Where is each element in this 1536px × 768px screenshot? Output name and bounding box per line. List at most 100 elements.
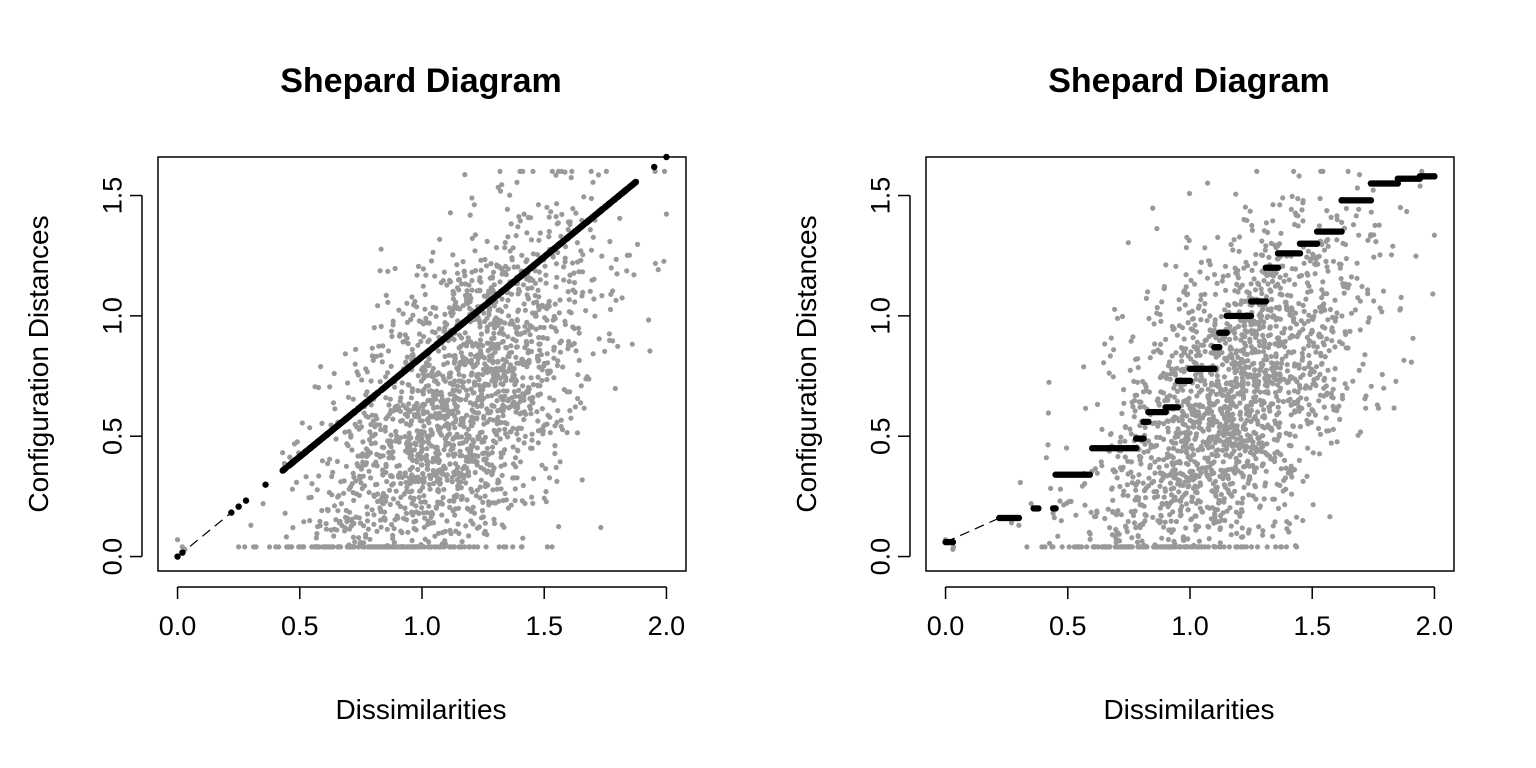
observed-point (464, 292, 470, 298)
observed-point (1277, 482, 1283, 489)
observed-point (1258, 315, 1264, 321)
observed-point (350, 396, 356, 402)
observed-point (1161, 421, 1167, 427)
observed-point (1227, 439, 1233, 445)
observed-point (1294, 334, 1300, 340)
x-axis-label: Dissimilarities (1103, 694, 1274, 725)
observed-point (1334, 217, 1340, 223)
observed-point (1239, 500, 1245, 506)
observed-point (500, 364, 506, 370)
observed-point (283, 534, 289, 540)
observed-point (1312, 412, 1319, 418)
observed-point (1181, 398, 1187, 405)
observed-point (502, 245, 508, 251)
observed-point (1217, 473, 1223, 479)
observed-point (387, 411, 393, 417)
observed-point (1244, 217, 1250, 223)
observed-point (1220, 447, 1226, 453)
observed-point (1193, 361, 1199, 367)
observed-point (1246, 413, 1252, 419)
observed-point (1287, 325, 1293, 331)
observed-point (1207, 313, 1213, 319)
observed-point (485, 393, 491, 399)
observed-point (455, 483, 461, 489)
observed-point (418, 448, 425, 454)
observed-point (420, 283, 426, 289)
plot-frame (157, 156, 687, 572)
observed-point (469, 235, 475, 241)
observed-point (1045, 410, 1051, 416)
observed-point (491, 330, 497, 336)
observed-point (472, 409, 478, 416)
observed-point (495, 477, 501, 483)
observed-point (441, 376, 447, 382)
observed-point (501, 524, 507, 530)
observed-point (513, 233, 519, 239)
observed-point (1282, 299, 1288, 305)
observed-point (1219, 498, 1225, 504)
observed-point (1321, 404, 1327, 410)
observed-point (1081, 364, 1087, 370)
observed-point (1323, 258, 1329, 264)
observed-point (524, 364, 530, 370)
observed-point (343, 507, 349, 514)
observed-point (422, 291, 428, 298)
observed-point (1316, 398, 1322, 404)
observed-point (442, 320, 448, 326)
observed-point (409, 389, 415, 395)
observed-point (408, 450, 414, 456)
observed-point (419, 505, 425, 511)
observed-point (1200, 403, 1206, 410)
observed-point (1124, 529, 1130, 535)
observed-point (1202, 348, 1208, 355)
observed-point (466, 282, 472, 288)
observed-point (458, 281, 465, 287)
observed-point (543, 489, 549, 495)
observed-point (1267, 408, 1273, 414)
observed-point (388, 328, 395, 334)
fitted-point (328, 427, 336, 434)
observed-point (544, 335, 551, 342)
observed-point (1190, 335, 1196, 341)
observed-point (477, 348, 484, 354)
observed-point (1261, 278, 1267, 284)
observed-point (535, 382, 541, 388)
observed-point (248, 522, 254, 528)
observed-point (1163, 544, 1169, 550)
observed-point (367, 429, 373, 435)
observed-point (390, 416, 396, 422)
observed-point (413, 509, 420, 515)
observed-point (1192, 322, 1198, 328)
observed-point (289, 486, 296, 492)
observed-point (1180, 535, 1186, 542)
observed-point (1248, 544, 1255, 550)
observed-point (1332, 344, 1338, 350)
observed-point (1245, 403, 1251, 409)
observed-point (510, 374, 516, 380)
observed-point (537, 391, 544, 397)
observed-point (1230, 384, 1236, 390)
observed-point (1165, 363, 1172, 369)
observed-point (1317, 195, 1323, 202)
observed-point (452, 359, 458, 365)
observed-point (483, 481, 489, 487)
observed-point (555, 249, 561, 256)
observed-point (1183, 272, 1189, 278)
fitted-point (618, 190, 625, 197)
observed-point (442, 329, 448, 335)
observed-point (435, 499, 441, 505)
observed-point (1261, 407, 1267, 413)
observed-point (1283, 272, 1289, 278)
observed-point (454, 365, 460, 371)
observed-point (1238, 534, 1245, 540)
fitted-point (521, 269, 528, 277)
observed-point (1099, 463, 1105, 469)
observed-point (1368, 383, 1374, 389)
observed-point (449, 479, 455, 485)
observed-point (1217, 544, 1223, 550)
observed-point (363, 413, 369, 419)
observed-point (1206, 536, 1212, 542)
observed-point (1258, 286, 1264, 292)
observed-point (1246, 364, 1252, 370)
observed-point (1110, 497, 1116, 503)
